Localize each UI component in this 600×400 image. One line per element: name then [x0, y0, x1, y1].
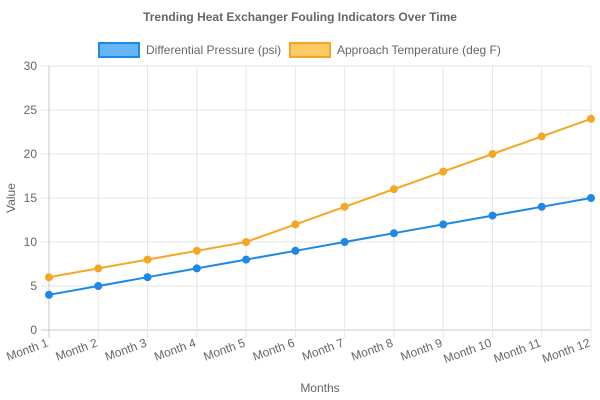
- y-axis-title: Value: [4, 183, 18, 213]
- data-point-differential-pressure[interactable]: [192, 264, 201, 273]
- x-tick-label: Month 7: [300, 336, 346, 364]
- y-tick-label: 10: [24, 235, 38, 249]
- data-point-differential-pressure[interactable]: [537, 202, 546, 211]
- x-tick-label: Month 1: [4, 336, 50, 364]
- legend-swatch-approach-temperature: [289, 42, 331, 58]
- legend-label-approach-temperature: Approach Temperature (deg F): [337, 43, 501, 57]
- x-tick-label: Month 4: [152, 336, 198, 364]
- data-point-approach-temperature[interactable]: [94, 264, 103, 273]
- x-axis-ticks: Month 1 Month 2 Month 3 Month 4 Month 5 Month…: [4, 336, 592, 366]
- grid: [41, 65, 592, 338]
- data-point-differential-pressure[interactable]: [488, 211, 497, 220]
- y-tick-label: 20: [24, 147, 38, 161]
- series-differential-pressure: [45, 194, 595, 299]
- data-point-differential-pressure[interactable]: [143, 273, 152, 282]
- data-point-differential-pressure[interactable]: [291, 246, 300, 255]
- x-tick-label: Month 6: [251, 336, 297, 364]
- series-layer: [45, 114, 595, 299]
- data-point-approach-temperature[interactable]: [439, 167, 448, 176]
- data-point-approach-temperature[interactable]: [45, 273, 53, 282]
- y-tick-label: 15: [24, 191, 38, 205]
- data-point-differential-pressure[interactable]: [340, 238, 349, 246]
- legend-item-differential-pressure[interactable]: Differential Pressure (psi): [98, 42, 281, 58]
- y-tick-label: 30: [24, 59, 38, 73]
- data-point-differential-pressure[interactable]: [389, 229, 398, 238]
- data-point-differential-pressure[interactable]: [439, 220, 448, 229]
- data-point-approach-temperature[interactable]: [587, 114, 595, 123]
- x-tick-label: Month 5: [202, 336, 248, 364]
- x-axis-title: Months: [300, 381, 339, 395]
- data-point-approach-temperature[interactable]: [143, 255, 152, 264]
- x-tick-label: Month 2: [54, 336, 100, 364]
- chart-title: Trending Heat Exchanger Fouling Indicato…: [143, 10, 457, 24]
- data-point-approach-temperature[interactable]: [242, 238, 251, 246]
- x-tick-label: Month 9: [399, 336, 445, 364]
- y-tick-label: 5: [30, 279, 37, 293]
- y-axis-ticks: 0 5 10 15 20 25 30: [24, 59, 38, 337]
- data-point-differential-pressure[interactable]: [587, 194, 595, 202]
- legend-label-differential-pressure: Differential Pressure (psi): [146, 43, 281, 57]
- x-tick-label: Month 10: [442, 336, 494, 366]
- legend: Differential Pressure (psi) Approach Tem…: [98, 42, 501, 58]
- data-point-differential-pressure[interactable]: [94, 282, 103, 290]
- series-line-approach-temperature: [48, 117, 592, 279]
- y-tick-label: 25: [24, 103, 38, 117]
- x-tick-label: Month 12: [540, 336, 592, 366]
- data-point-differential-pressure[interactable]: [242, 255, 251, 264]
- data-point-approach-temperature[interactable]: [192, 246, 201, 255]
- x-tick-label: Month 3: [103, 336, 149, 364]
- data-point-approach-temperature[interactable]: [291, 220, 300, 229]
- y-tick-label: 0: [30, 323, 37, 337]
- x-tick-label: Month 8: [349, 336, 395, 364]
- series-approach-temperature: [45, 114, 595, 282]
- data-point-approach-temperature[interactable]: [340, 202, 349, 211]
- data-point-approach-temperature[interactable]: [389, 185, 398, 194]
- legend-swatch-differential-pressure: [98, 42, 140, 58]
- series-line-differential-pressure: [48, 197, 592, 296]
- data-point-approach-temperature[interactable]: [488, 150, 497, 158]
- x-tick-label: Month 11: [492, 336, 543, 366]
- data-point-approach-temperature[interactable]: [537, 132, 546, 141]
- data-point-differential-pressure[interactable]: [45, 290, 53, 299]
- legend-item-approach-temperature[interactable]: Approach Temperature (deg F): [289, 42, 501, 58]
